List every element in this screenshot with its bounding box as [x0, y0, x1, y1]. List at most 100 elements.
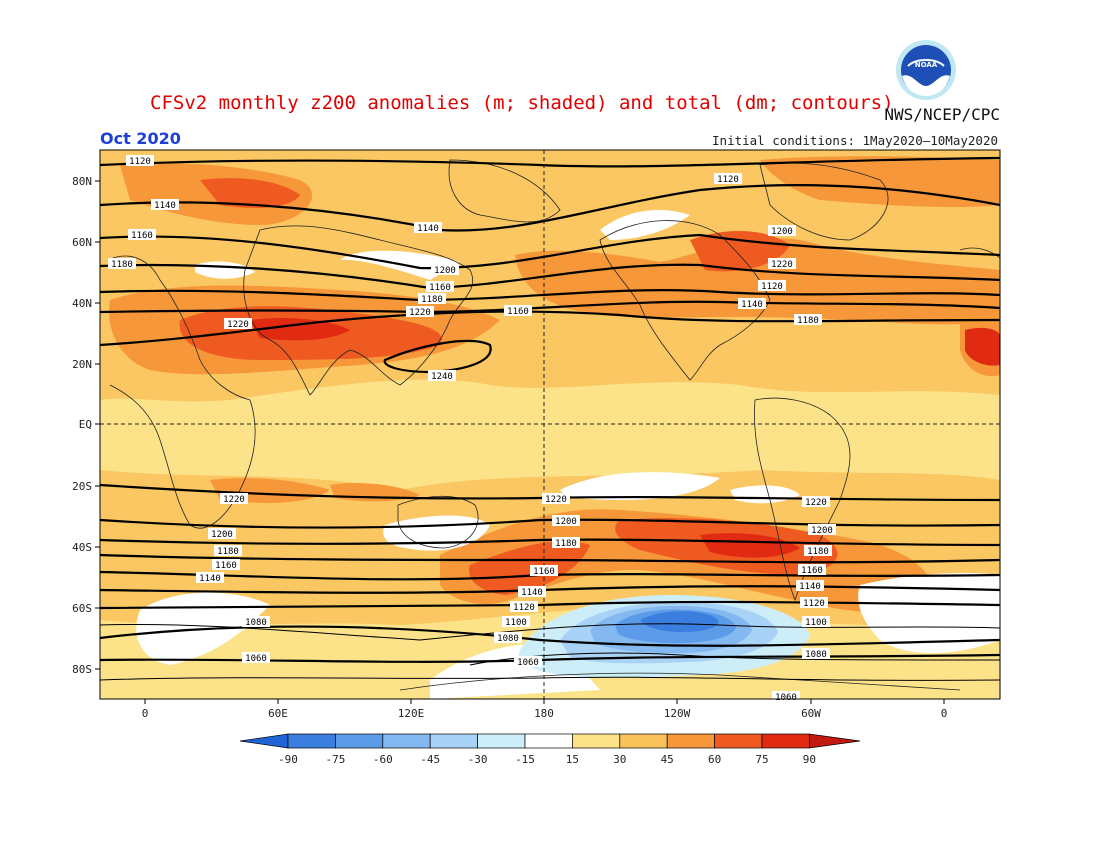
contour-label-box: [504, 305, 532, 316]
contour-label-box: [208, 528, 236, 539]
contour-label-box: [212, 559, 240, 570]
agency-label: NWS/NCEP/CPC: [884, 105, 1000, 124]
contour-label-box: [151, 199, 179, 210]
lat-label: 80S: [72, 663, 92, 676]
lat-label: 60N: [72, 236, 92, 249]
lon-label: 180: [534, 707, 554, 720]
contour-label-box: [242, 616, 270, 627]
contour-label: 1220: [409, 308, 431, 318]
contour-label-box: [214, 545, 242, 556]
lon-label: 60E: [268, 707, 288, 720]
contour-label-box: [808, 524, 836, 535]
contour-label: 1080: [245, 618, 267, 628]
colorbar-segment: [524, 733, 573, 749]
contour-label: 1160: [131, 231, 153, 241]
contour-label-box: [242, 652, 270, 663]
lon-label: 0: [142, 707, 149, 720]
contour-label-box: [758, 280, 786, 291]
contour-label: 1140: [154, 201, 176, 211]
colorbar-label: 15: [566, 753, 579, 766]
contour-label: 1140: [199, 574, 221, 584]
colorbar-segment: [477, 733, 526, 749]
lat-label: 60S: [72, 602, 92, 615]
colorbar-label: 45: [661, 753, 674, 766]
colorbar-segment: [714, 733, 763, 749]
colorbar-segment: [619, 733, 668, 749]
contour-label: 1060: [245, 654, 267, 664]
contour-label-box: [796, 580, 824, 591]
colorbar-segment: [761, 733, 810, 749]
contour-label: 1200: [771, 227, 793, 237]
colorbar-label: -30: [468, 753, 488, 766]
noaa-logo: NOAA: [896, 40, 956, 100]
contour-label: 1220: [545, 495, 567, 505]
colorbar-label: 60: [708, 753, 721, 766]
contour-label: 1080: [805, 650, 827, 660]
lat-label: 80N: [72, 175, 92, 188]
contour-label: 1160: [429, 283, 451, 293]
contour-label-box: [772, 691, 800, 702]
chart-title: CFSv2 monthly z200 anomalies (m; shaded)…: [150, 92, 894, 114]
contour-label: 1060: [775, 693, 797, 703]
contour-label-box: [542, 493, 570, 504]
contour-label: 1180: [111, 260, 133, 270]
colorbar-label: -90: [278, 753, 298, 766]
contour-label: 1160: [533, 567, 555, 577]
contour-label-box: [714, 173, 742, 184]
valid-month: Oct 2020: [100, 129, 181, 148]
colorbar-segment: [335, 733, 384, 749]
contour-label-box: [802, 616, 830, 627]
contour-label-box: [800, 597, 828, 608]
lat-label: EQ: [79, 418, 92, 431]
longitude-axis: 0 60E 120E 180 120W 60W 0: [142, 699, 947, 720]
contour-label-box: [552, 537, 580, 548]
contour-label-box: [108, 258, 136, 269]
contour-label-box: [798, 564, 826, 575]
contour-label: 1140: [521, 588, 543, 598]
contour-label: 1240: [431, 372, 453, 382]
colorbar-label: -60: [373, 753, 393, 766]
contour-label-box: [738, 298, 766, 309]
contour-label: 1160: [507, 307, 529, 317]
contour-label-box: [552, 515, 580, 526]
contour-label-box: [220, 493, 248, 504]
colorbar-segment: [429, 733, 478, 749]
map-panel: 1120 1140 1160 1180 1200 1220 1240 1120 1140 1160…: [99, 149, 1001, 703]
contour-label-box: [431, 264, 459, 275]
initial-conditions: Initial conditions: 1May2020–10May2020: [712, 133, 998, 148]
contour-label-box: [768, 258, 796, 269]
colorbar-label: -15: [515, 753, 535, 766]
colorbar-segment: [382, 733, 431, 749]
contour-label-box: [196, 572, 224, 583]
contour-label: 1220: [223, 495, 245, 505]
lon-label: 60W: [801, 707, 821, 720]
contour-label-box: [414, 222, 442, 233]
colorbar-label: -75: [325, 753, 345, 766]
contour-label-box: [768, 225, 796, 236]
contour-label: 1120: [129, 157, 151, 167]
colorbar-left-arrow: [239, 733, 289, 749]
lat-label: 40N: [72, 297, 92, 310]
contour-label: 1180: [217, 547, 239, 557]
lat-label: 20N: [72, 358, 92, 371]
contour-label: 1140: [417, 224, 439, 234]
contour-label: 1060: [517, 658, 539, 668]
contour-label: 1100: [505, 618, 527, 628]
contour-label-box: [418, 293, 446, 304]
colorbar-label: 75: [755, 753, 768, 766]
colorbar-right-arrow: [809, 733, 861, 749]
colorbar-segment: [666, 733, 715, 749]
contour-label-box: [518, 586, 546, 597]
contour-label: 1180: [421, 295, 443, 305]
contour-label: 1220: [771, 260, 793, 270]
colorbar-segment: [572, 733, 621, 749]
contour-label-box: [804, 545, 832, 556]
lat-label: 20S: [72, 480, 92, 493]
contour-label: 1220: [805, 498, 827, 508]
contour-label-box: [428, 370, 456, 381]
contour-label: 1160: [215, 561, 237, 571]
lon-label: 120E: [398, 707, 425, 720]
contour-label-box: [126, 155, 154, 166]
contour-label: 1180: [555, 539, 577, 549]
